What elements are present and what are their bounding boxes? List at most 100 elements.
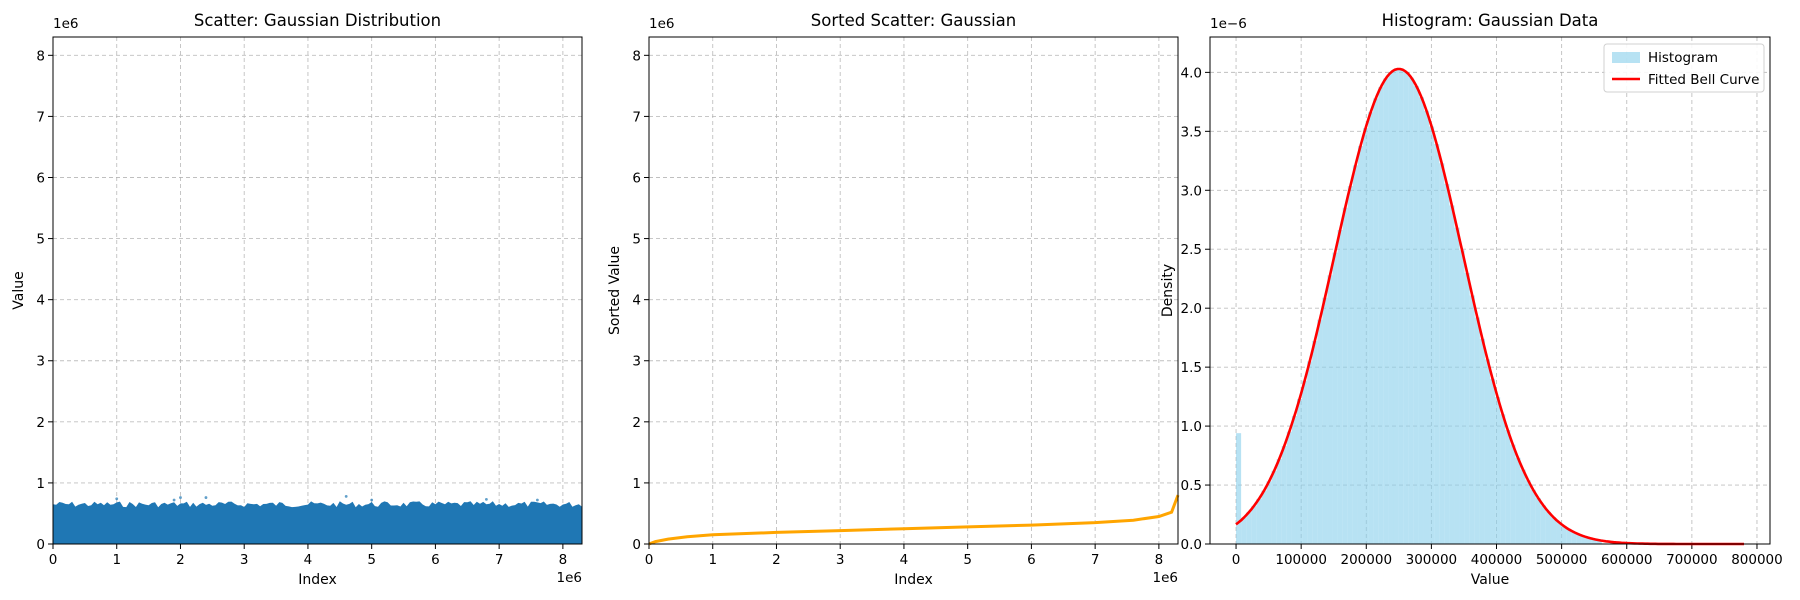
histogram-bar bbox=[1373, 98, 1379, 544]
y-tick-label: 0 bbox=[632, 537, 641, 553]
histogram-panel: 0 100000 200000 300000 400000 500000 600000 700… bbox=[1160, 11, 1783, 588]
y-tick-label: 3.5 bbox=[1181, 124, 1202, 140]
x-tick-label: 800000 bbox=[1731, 552, 1783, 568]
y-tick-label: 8 bbox=[632, 48, 641, 64]
x-tick-label: 100000 bbox=[1275, 552, 1327, 568]
y-axis-label: Density bbox=[1160, 264, 1176, 317]
histogram-bar bbox=[1256, 498, 1262, 544]
histogram-bar bbox=[1291, 415, 1297, 544]
histogram-bar bbox=[1500, 414, 1506, 544]
histogram-bar bbox=[1469, 295, 1475, 544]
histogram-bar bbox=[1571, 532, 1577, 544]
y-tick-label: 2 bbox=[632, 415, 641, 431]
x-tick-label: 0 bbox=[1232, 552, 1241, 568]
y-tick-label: 4 bbox=[632, 293, 641, 309]
y-tick-label: 1 bbox=[36, 476, 45, 492]
y-tick-label: 2.0 bbox=[1181, 301, 1202, 317]
y-tick-label: 0.5 bbox=[1181, 478, 1202, 494]
x-offset-text: 1e6 bbox=[557, 570, 582, 586]
x-tick-label: 5 bbox=[963, 552, 972, 568]
histogram-bar bbox=[1352, 165, 1358, 544]
histogram-bar bbox=[1454, 227, 1460, 545]
histogram-bar bbox=[1342, 207, 1348, 544]
y-tick-label: 7 bbox=[36, 109, 45, 125]
histogram-bar bbox=[1286, 431, 1292, 544]
histogram-bar bbox=[1337, 229, 1343, 544]
histogram-bar bbox=[1347, 186, 1353, 544]
histogram-bar bbox=[1586, 537, 1592, 544]
y-tick-label: 2.5 bbox=[1181, 242, 1202, 258]
x-tick-label: 300000 bbox=[1406, 552, 1458, 568]
histogram-bar bbox=[1429, 126, 1435, 544]
histogram-bar bbox=[1388, 72, 1394, 544]
y-tick-label: 0.0 bbox=[1181, 537, 1202, 553]
histogram-bar bbox=[1368, 112, 1374, 544]
x-tick-label: 700000 bbox=[1666, 552, 1718, 568]
histogram-bar bbox=[1393, 69, 1399, 545]
histogram-bar bbox=[1505, 430, 1511, 544]
x-tick-label: 2 bbox=[772, 552, 781, 568]
legend-box bbox=[1603, 43, 1765, 93]
x-tick-label: 3 bbox=[240, 552, 249, 568]
histogram-bar bbox=[1302, 380, 1308, 544]
histogram-bar bbox=[1550, 517, 1557, 544]
x-tick-label: 6 bbox=[431, 552, 440, 568]
histogram-bar bbox=[1535, 498, 1541, 544]
x-tick-label: 4 bbox=[304, 552, 313, 568]
y-axis-label: Value bbox=[11, 271, 27, 309]
histogram-bar bbox=[1520, 469, 1526, 544]
y-offset-text: 1e6 bbox=[649, 16, 674, 32]
y-tick-label: 6 bbox=[632, 170, 641, 186]
histogram-bar bbox=[1484, 359, 1490, 544]
chart-title: Scatter: Gaussian Distribution bbox=[194, 11, 441, 30]
histogram-bar bbox=[1261, 490, 1267, 544]
legend: Histogram Fitted Bell Curve bbox=[1603, 43, 1765, 93]
y-offset-text: 1e−6 bbox=[1210, 16, 1247, 32]
x-tick-label: 7 bbox=[495, 552, 504, 568]
chart-title: Sorted Scatter: Gaussian bbox=[811, 11, 1016, 30]
histogram-bar bbox=[1474, 317, 1480, 544]
x-tick-label: 0 bbox=[49, 552, 58, 568]
y-tick-label: 5 bbox=[36, 232, 45, 248]
histogram-bar bbox=[1266, 481, 1272, 544]
histogram-bar bbox=[1449, 205, 1455, 545]
histogram-bar bbox=[1378, 87, 1384, 545]
histogram-bar bbox=[1495, 397, 1501, 544]
x-tick-label: 8 bbox=[1155, 552, 1164, 568]
histogram-bar bbox=[1363, 128, 1369, 545]
histogram-bar bbox=[1307, 361, 1313, 544]
histogram-bar bbox=[1596, 540, 1602, 544]
plot-frame bbox=[648, 36, 1179, 545]
histogram-bar bbox=[1525, 480, 1531, 544]
histogram-bar bbox=[1332, 252, 1338, 545]
legend-label-fitted-curve: Fitted Bell Curve bbox=[1648, 72, 1759, 88]
histogram-bar bbox=[1251, 506, 1257, 544]
histogram-bar bbox=[1556, 521, 1562, 544]
x-tick-label: 8 bbox=[559, 552, 568, 568]
scatter-point bbox=[484, 498, 488, 501]
y-tick-label: 0 bbox=[36, 537, 45, 553]
x-axis-label: Index bbox=[894, 572, 933, 588]
x-tick-label: 400000 bbox=[1471, 552, 1523, 568]
plot-frame bbox=[1209, 36, 1771, 545]
histogram-bar bbox=[1566, 529, 1572, 544]
x-tick-label: 2 bbox=[176, 552, 185, 568]
histogram-bar bbox=[1246, 512, 1252, 544]
scatter-gaussian-panel: 0 1 2 3 4 5 6 7 8 0 1 2 3 4 5 6 7 8 Scatter: Gaussian Dist… bbox=[11, 11, 583, 588]
x-axis-label: Index bbox=[298, 572, 337, 588]
scatter-point bbox=[179, 496, 182, 499]
histogram-bar bbox=[1357, 145, 1364, 544]
histogram-bar bbox=[1490, 378, 1496, 544]
legend-swatch-histogram bbox=[1612, 52, 1640, 63]
y-offset-text: 1e6 bbox=[53, 16, 78, 32]
histogram-bar bbox=[1312, 340, 1318, 544]
x-axis-label: Value bbox=[1471, 572, 1509, 588]
histogram-bar bbox=[1479, 338, 1485, 544]
x-tick-label: 500000 bbox=[1536, 552, 1588, 568]
scatter-point bbox=[204, 496, 208, 499]
x-tick-label: 200000 bbox=[1341, 552, 1393, 568]
scatter-point bbox=[115, 497, 119, 501]
histogram-bar bbox=[1281, 445, 1287, 544]
histogram-bar bbox=[1271, 470, 1277, 544]
